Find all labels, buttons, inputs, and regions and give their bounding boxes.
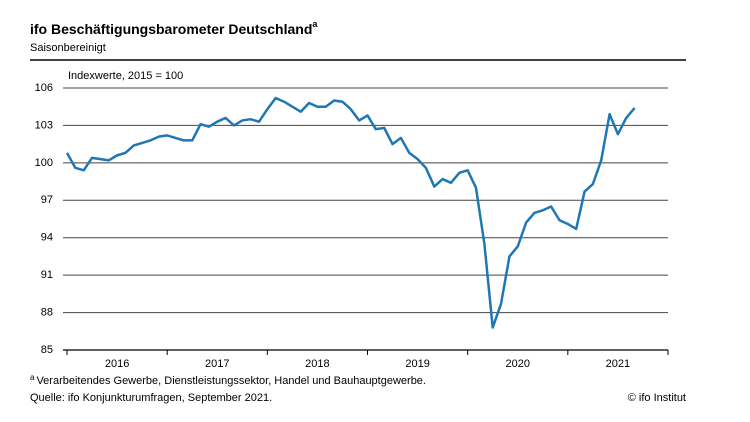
y-tick-label: 94 xyxy=(41,232,53,244)
y-tick-label: 100 xyxy=(35,157,53,169)
x-tick-label: 2021 xyxy=(606,358,630,370)
footnote: a Verarbeitendes Gewerbe, Dienstleistungs… xyxy=(30,373,426,387)
x-tick-label: 2016 xyxy=(105,358,129,370)
y-tick-label: 88 xyxy=(41,306,53,318)
y-tick-label: 97 xyxy=(41,194,53,206)
x-tick-label: 2019 xyxy=(405,358,429,370)
title-text: ifo Beschäftigungsbarometer Deutschland xyxy=(30,21,312,37)
source: Quelle: ifo Konjunkturumfragen, Septembe… xyxy=(30,392,272,404)
y-tick-label: 85 xyxy=(41,344,53,356)
y-tick-label: 106 xyxy=(35,82,53,94)
subtitle: Saisonbereinigt xyxy=(30,42,106,54)
line xyxy=(65,96,636,329)
x-tick-label: 2020 xyxy=(506,358,530,370)
x-tick-label: 2017 xyxy=(205,358,229,370)
y-tick-label: 103 xyxy=(35,119,53,131)
chart-title: ifo Beschäftigungsbarometer Deutschlanda xyxy=(30,19,318,36)
credit: © ifo Institut xyxy=(628,392,686,404)
footnote-marker: a xyxy=(30,373,35,382)
y-axis-label: Indexwerte, 2015 = 100 xyxy=(68,70,183,82)
y-tick-label: 91 xyxy=(41,269,53,281)
x-tick-label: 2018 xyxy=(305,358,329,370)
title-marker: a xyxy=(312,19,318,29)
footnote-text: Verarbeitendes Gewerbe, Dienstleistungss… xyxy=(36,375,426,387)
